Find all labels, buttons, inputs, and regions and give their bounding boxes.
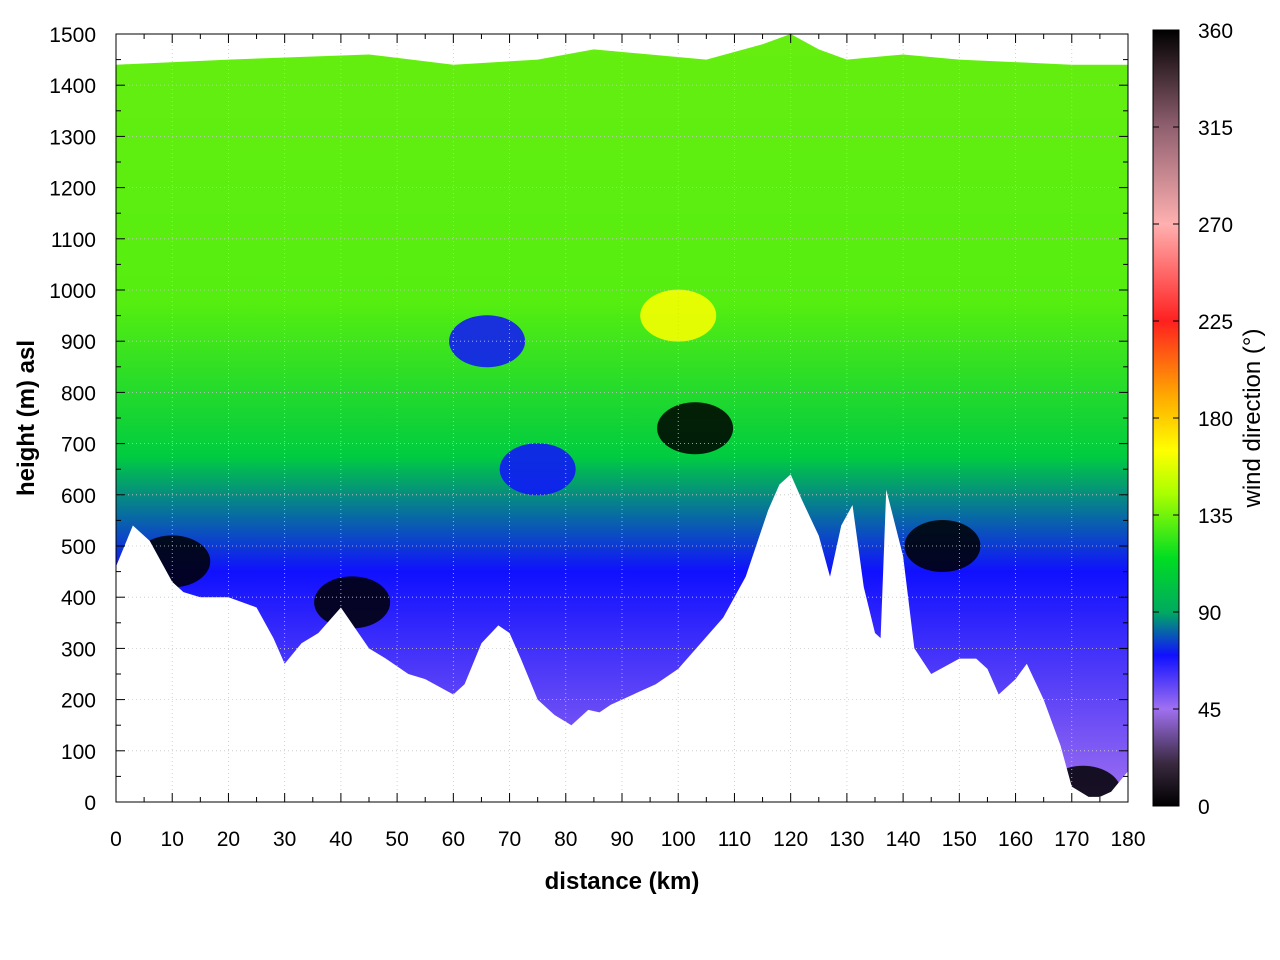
colorbar-tick-label: 360 [1198, 20, 1233, 43]
y-tick-label: 200 [61, 690, 96, 713]
x-tick-label: 110 [718, 828, 751, 851]
y-tick-label: 1000 [49, 280, 96, 303]
x-axis: 0 10 20 30 40 50 60 70 80 90 100 110 120 130 140 150 160… [110, 34, 1146, 851]
colorbar-tick-label: 135 [1198, 505, 1233, 528]
x-tick-label: 80 [554, 828, 577, 851]
grid-lines [116, 34, 1128, 802]
y-tick-label: 1400 [49, 75, 96, 98]
x-tick-label: 180 [1110, 828, 1145, 851]
field-feature [904, 520, 981, 572]
colorbar-tick-label: 315 [1198, 117, 1233, 140]
colorbar-tick-label: 225 [1198, 311, 1233, 334]
y-tick-label: 500 [61, 536, 96, 559]
x-tick-label: 40 [329, 828, 352, 851]
x-axis-label: distance (km) [545, 868, 700, 895]
y-axis: 0 100 200 300 400 500 600 700 800 900 1000 1100 1200… [49, 24, 1128, 815]
colorbar-ticks: 0 45 90 135 180 225 270 315 360 [1153, 20, 1233, 819]
field-feature [640, 289, 717, 342]
x-tick-label: 20 [217, 828, 240, 851]
x-tick-label: 130 [829, 828, 864, 851]
x-tick-label: 60 [442, 828, 465, 851]
y-tick-label: 0 [84, 792, 96, 815]
colorbar-label: wind direction (°) [1239, 329, 1266, 509]
y-tick-label: 1300 [49, 126, 96, 149]
colorbar-tick-label: 90 [1198, 602, 1221, 625]
y-tick-label: 400 [61, 587, 96, 610]
x-tick-label: 120 [773, 828, 808, 851]
x-tick-label: 100 [661, 828, 696, 851]
x-tick-label: 30 [273, 828, 296, 851]
y-tick-label: 1500 [49, 24, 96, 47]
field-feature [449, 315, 526, 368]
colorbar-tick-label: 270 [1198, 214, 1233, 237]
field-feature [657, 402, 734, 455]
y-axis-label: height (m) asl [13, 340, 40, 496]
colorbar-tick-label: 45 [1198, 699, 1221, 722]
x-tick-label: 160 [998, 828, 1033, 851]
x-tick-label: 50 [385, 828, 408, 851]
x-tick-label: 140 [886, 828, 921, 851]
y-tick-label: 700 [61, 434, 96, 457]
y-tick-label: 800 [61, 382, 96, 405]
plot-area [116, 34, 1128, 802]
y-tick-label: 900 [61, 331, 96, 354]
terrain-mask [116, 474, 1128, 802]
colorbar: 0 45 90 135 180 225 270 315 360 [1152, 20, 1233, 819]
y-tick-label: 600 [61, 485, 96, 508]
x-tick-label: 0 [110, 828, 122, 851]
x-tick-label: 90 [610, 828, 633, 851]
colorbar-tick-label: 180 [1198, 408, 1233, 431]
field-feature [499, 443, 576, 496]
y-tick-label: 300 [61, 638, 96, 661]
x-tick-label: 150 [942, 828, 977, 851]
x-tick-label: 170 [1054, 828, 1089, 851]
x-tick-label: 70 [498, 828, 521, 851]
field-feature [314, 576, 391, 629]
colorbar-tick-label: 0 [1198, 796, 1210, 819]
y-tick-label: 100 [61, 741, 96, 764]
y-tick-label: 1100 [51, 229, 96, 252]
x-tick-label: 10 [161, 828, 184, 851]
y-tick-label: 1200 [49, 178, 96, 201]
